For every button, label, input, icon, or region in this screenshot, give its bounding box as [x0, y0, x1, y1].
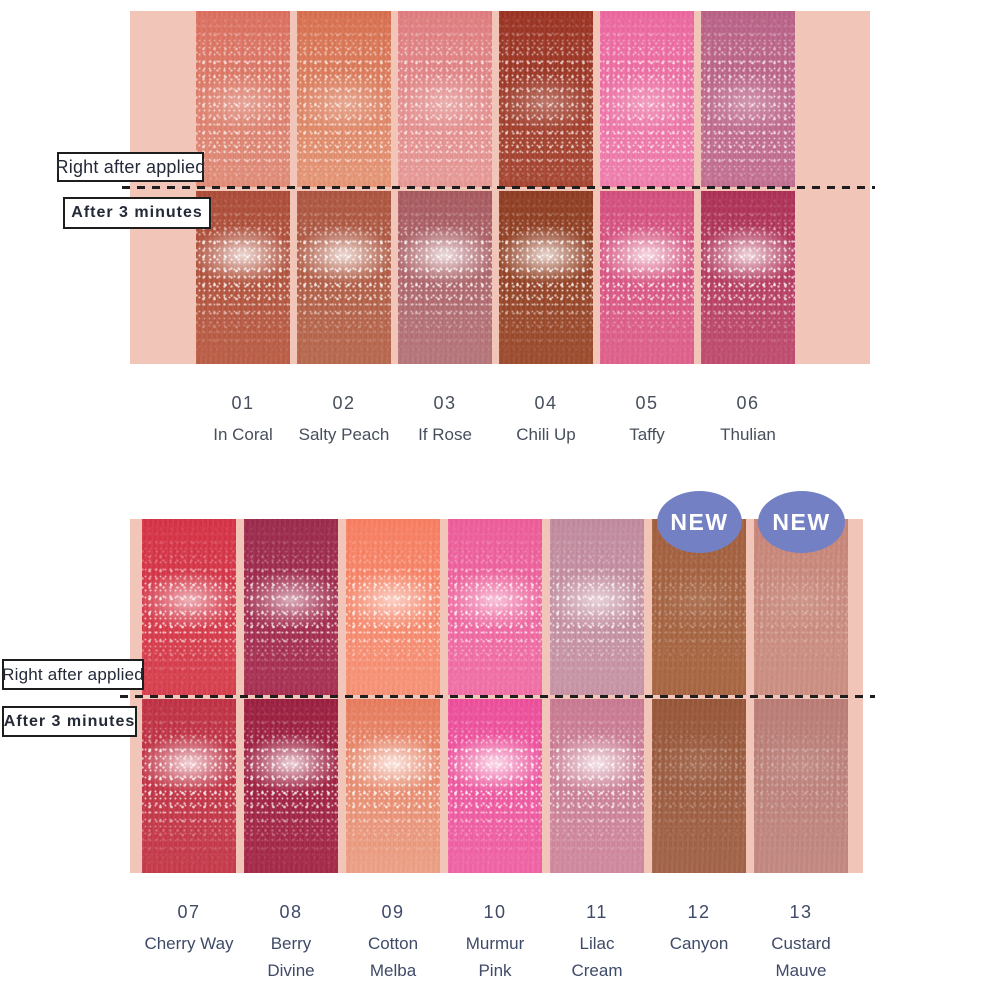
- swatch-02-right-after: [297, 11, 391, 187]
- swatch-04-right-after: [499, 11, 593, 187]
- swatch-column-09: [346, 519, 440, 873]
- row-label-right-after-applied: Right after applied: [2, 659, 144, 690]
- shade-name: Murmur: [465, 934, 525, 953]
- swatch-12-after-3min: [652, 699, 746, 873]
- swatch-13-after-3min: [754, 699, 848, 873]
- swatch-01-right-after: [196, 11, 290, 187]
- swatch-03-after-3min: [398, 191, 492, 364]
- shade-name: Custard: [771, 934, 831, 953]
- shade-label-04: 04 Chili Up: [499, 393, 593, 448]
- row-label-right-after-applied: Right after applied: [56, 152, 205, 182]
- swatch-column-03: [398, 11, 492, 364]
- swatch-panel-01-06: [130, 11, 870, 364]
- shade-label-01: 01 In Coral: [196, 393, 290, 448]
- swatch-column-05: [600, 11, 694, 364]
- divider-dashed-line-top: [122, 186, 875, 189]
- swatch-column-07: [142, 519, 236, 873]
- swatch-06-right-after: [701, 11, 795, 187]
- swatch-column-11: [550, 519, 644, 873]
- shade-name-line2: Cream: [571, 961, 623, 980]
- shade-name: Canyon: [669, 934, 729, 953]
- shade-labels-01-06: 01 In Coral 02 Salty Peach 03 If Rose 04…: [130, 393, 870, 448]
- swatch-06-after-3min: [701, 191, 795, 364]
- shade-number: 03: [433, 393, 457, 413]
- swatch-09-right-after: [346, 519, 440, 695]
- shade-label-07: 07 Cherry Way: [142, 902, 236, 957]
- shade-name-line2: Mauve: [775, 961, 827, 980]
- swatch-10-right-after: [448, 519, 542, 695]
- swatch-02-after-3min: [297, 191, 391, 364]
- shade-name-line2: Divine: [267, 961, 315, 980]
- shade-number: 06: [736, 393, 760, 413]
- shade-number: 07: [177, 902, 201, 922]
- swatch-03-right-after: [398, 11, 492, 187]
- swatch-column-02: [297, 11, 391, 364]
- shade-label-11: 11 Lilac Cream: [550, 902, 644, 984]
- shade-number: 10: [483, 902, 507, 922]
- shade-number: 13: [789, 902, 813, 922]
- shade-number: 08: [279, 902, 303, 922]
- swatch-04-after-3min: [499, 191, 593, 364]
- shade-number: 04: [534, 393, 558, 413]
- new-badge-canyon: NEW: [657, 491, 742, 553]
- swatch-07-right-after: [142, 519, 236, 695]
- swatch-05-right-after: [600, 11, 694, 187]
- swatch-panel-07-13: [130, 519, 863, 873]
- swatch-column-01: [196, 11, 290, 364]
- shade-name: Cotton: [367, 934, 419, 953]
- swatch-09-after-3min: [346, 699, 440, 873]
- shade-name: Thulian: [720, 425, 776, 444]
- shade-label-06: 06 Thulian: [701, 393, 795, 448]
- swatch-column-13: [754, 519, 848, 873]
- shade-label-10: 10 Murmur Pink: [448, 902, 542, 984]
- swatch-01-after-3min: [196, 191, 290, 364]
- shade-number: 02: [332, 393, 356, 413]
- shade-number: 12: [687, 902, 711, 922]
- shade-number: 11: [586, 902, 608, 922]
- shade-number: 05: [635, 393, 659, 413]
- divider-dashed-line-bottom: [120, 695, 875, 698]
- row-label-after-3-minutes: After 3 minutes: [2, 706, 137, 737]
- swatch-10-after-3min: [448, 699, 542, 873]
- shade-name-line2: Melba: [369, 961, 417, 980]
- swatch-column-04: [499, 11, 593, 364]
- shade-label-09: 09 Cotton Melba: [346, 902, 440, 984]
- shade-name: Salty Peach: [298, 425, 390, 444]
- shade-label-03: 03 If Rose: [398, 393, 492, 448]
- shade-labels-07-13: 07 Cherry Way 08 Berry Divine 09 Cotton …: [130, 902, 863, 987]
- shade-label-08: 08 Berry Divine: [244, 902, 338, 984]
- shade-label-02: 02 Salty Peach: [297, 393, 391, 448]
- new-badge-custard-mauve: NEW: [758, 491, 845, 553]
- shade-name: Cherry Way: [144, 934, 234, 953]
- shade-label-13: 13 Custard Mauve: [754, 902, 848, 984]
- swatch-column-08: [244, 519, 338, 873]
- swatch-column-06: [701, 11, 795, 364]
- shade-name: Chili Up: [516, 425, 576, 444]
- shade-number: 01: [231, 393, 255, 413]
- swatch-05-after-3min: [600, 191, 694, 364]
- swatch-08-right-after: [244, 519, 338, 695]
- shade-name-line2: Pink: [478, 961, 512, 980]
- swatch-08-after-3min: [244, 699, 338, 873]
- swatch-07-after-3min: [142, 699, 236, 873]
- shade-name: Berry: [270, 934, 312, 953]
- shade-name: Taffy: [629, 425, 665, 444]
- swatch-column-10: [448, 519, 542, 873]
- shade-name: Lilac: [579, 934, 615, 953]
- swatch-11-right-after: [550, 519, 644, 695]
- shade-name: If Rose: [418, 425, 472, 444]
- shade-number: 09: [381, 902, 405, 922]
- shade-name: In Coral: [213, 425, 273, 444]
- shade-label-12: 12 Canyon: [652, 902, 746, 957]
- row-label-after-3-minutes: After 3 minutes: [63, 197, 211, 229]
- swatch-11-after-3min: [550, 699, 644, 873]
- shade-label-05: 05 Taffy: [600, 393, 694, 448]
